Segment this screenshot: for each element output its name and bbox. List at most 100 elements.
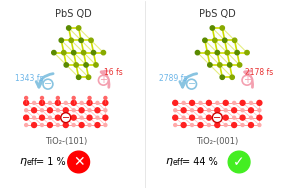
Circle shape [257, 100, 262, 105]
Circle shape [223, 100, 228, 105]
Circle shape [173, 115, 178, 120]
Circle shape [88, 124, 91, 126]
Circle shape [25, 109, 28, 112]
Circle shape [77, 75, 81, 79]
Circle shape [206, 115, 211, 120]
Circle shape [48, 116, 52, 119]
Circle shape [52, 50, 56, 55]
Circle shape [81, 50, 86, 55]
Circle shape [72, 109, 75, 112]
Text: −: − [62, 113, 70, 123]
Circle shape [215, 123, 220, 128]
Text: ✓: ✓ [233, 155, 245, 169]
Circle shape [224, 109, 227, 112]
Circle shape [225, 50, 229, 55]
Circle shape [74, 63, 78, 67]
Text: 2178 fs: 2178 fs [245, 68, 273, 77]
Circle shape [86, 75, 91, 79]
Circle shape [258, 124, 261, 126]
Circle shape [40, 115, 45, 120]
Circle shape [103, 115, 108, 120]
Circle shape [233, 38, 237, 43]
Circle shape [174, 124, 177, 126]
Circle shape [233, 101, 236, 104]
Circle shape [98, 75, 108, 85]
Circle shape [79, 108, 84, 113]
Circle shape [195, 50, 200, 55]
Circle shape [43, 79, 53, 89]
Circle shape [64, 63, 68, 67]
Circle shape [40, 96, 43, 99]
Circle shape [257, 115, 262, 120]
Text: = 44 %: = 44 % [182, 157, 217, 167]
Circle shape [198, 123, 203, 128]
Circle shape [237, 63, 242, 67]
Circle shape [210, 26, 214, 30]
Circle shape [88, 109, 91, 112]
Circle shape [189, 115, 194, 120]
Circle shape [47, 108, 52, 113]
Text: 2789 fs: 2789 fs [159, 74, 187, 83]
Circle shape [240, 100, 245, 105]
Text: $\eta_{\rm eff}$: $\eta_{\rm eff}$ [165, 156, 184, 168]
Circle shape [232, 108, 237, 113]
Circle shape [223, 115, 228, 120]
Circle shape [258, 109, 261, 112]
Circle shape [72, 124, 75, 126]
Circle shape [24, 115, 29, 120]
Text: +: + [100, 75, 107, 85]
Circle shape [235, 50, 239, 55]
Circle shape [96, 101, 99, 104]
Circle shape [182, 116, 185, 119]
Circle shape [77, 26, 81, 30]
Circle shape [32, 108, 37, 113]
Circle shape [241, 109, 244, 112]
Circle shape [104, 109, 107, 112]
Circle shape [95, 123, 100, 128]
Circle shape [40, 100, 45, 105]
Circle shape [212, 113, 222, 123]
Circle shape [189, 100, 194, 105]
Circle shape [72, 96, 75, 99]
Circle shape [87, 115, 92, 120]
Circle shape [40, 109, 43, 112]
Circle shape [68, 151, 90, 173]
Circle shape [240, 115, 245, 120]
Text: = 1 %: = 1 % [36, 157, 66, 167]
Circle shape [249, 101, 253, 104]
Circle shape [216, 101, 219, 104]
Circle shape [242, 75, 252, 85]
Circle shape [191, 109, 194, 112]
Circle shape [181, 108, 186, 113]
Circle shape [173, 100, 178, 105]
Circle shape [249, 116, 253, 119]
Text: TiO₂-(101): TiO₂-(101) [45, 137, 87, 146]
Text: −: − [187, 79, 196, 89]
Circle shape [218, 63, 222, 67]
Circle shape [103, 100, 108, 105]
Circle shape [223, 38, 227, 43]
Circle shape [67, 26, 71, 30]
Circle shape [61, 113, 71, 123]
Circle shape [96, 116, 99, 119]
Circle shape [63, 108, 68, 113]
Text: PbS QD: PbS QD [199, 9, 236, 19]
Circle shape [59, 38, 63, 43]
Circle shape [230, 75, 234, 79]
Circle shape [55, 115, 60, 120]
Circle shape [32, 123, 37, 128]
Circle shape [69, 38, 73, 43]
Circle shape [199, 116, 202, 119]
Circle shape [191, 124, 194, 126]
Circle shape [203, 38, 207, 43]
Circle shape [84, 63, 88, 67]
Circle shape [181, 123, 186, 128]
Circle shape [213, 38, 217, 43]
Circle shape [220, 75, 224, 79]
Circle shape [64, 116, 67, 119]
Circle shape [48, 101, 52, 104]
Circle shape [95, 108, 100, 113]
Circle shape [198, 108, 203, 113]
Circle shape [241, 124, 244, 126]
Circle shape [249, 123, 253, 128]
